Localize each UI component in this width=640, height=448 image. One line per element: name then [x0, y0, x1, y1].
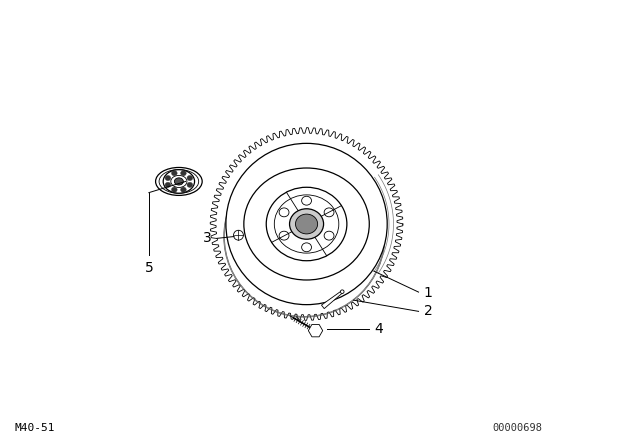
Ellipse shape — [159, 169, 198, 194]
Text: 1: 1 — [424, 286, 433, 301]
Ellipse shape — [275, 195, 339, 253]
Ellipse shape — [174, 178, 183, 185]
Ellipse shape — [244, 168, 369, 280]
Ellipse shape — [171, 176, 187, 188]
Ellipse shape — [340, 290, 344, 293]
Text: M40-51: M40-51 — [14, 423, 54, 433]
Polygon shape — [321, 291, 343, 309]
Ellipse shape — [180, 187, 186, 192]
Ellipse shape — [165, 182, 171, 187]
Polygon shape — [308, 324, 323, 337]
Text: 3: 3 — [203, 231, 212, 246]
Text: 00000698: 00000698 — [493, 423, 543, 433]
Ellipse shape — [156, 168, 202, 195]
Text: 5: 5 — [145, 261, 153, 275]
Ellipse shape — [301, 196, 312, 205]
Ellipse shape — [266, 187, 347, 261]
Ellipse shape — [296, 214, 317, 234]
Polygon shape — [210, 128, 403, 320]
Ellipse shape — [324, 208, 334, 217]
Ellipse shape — [289, 209, 324, 239]
Ellipse shape — [187, 182, 193, 187]
Text: 2: 2 — [424, 304, 433, 319]
Ellipse shape — [172, 171, 177, 176]
Ellipse shape — [324, 231, 334, 240]
Ellipse shape — [187, 176, 193, 181]
Ellipse shape — [172, 187, 177, 192]
Ellipse shape — [279, 208, 289, 217]
Ellipse shape — [234, 230, 243, 240]
Ellipse shape — [301, 243, 312, 252]
Ellipse shape — [279, 231, 289, 240]
Ellipse shape — [165, 176, 171, 181]
Ellipse shape — [180, 171, 186, 176]
Text: 4: 4 — [374, 322, 383, 336]
Ellipse shape — [226, 143, 387, 305]
Ellipse shape — [163, 170, 195, 193]
